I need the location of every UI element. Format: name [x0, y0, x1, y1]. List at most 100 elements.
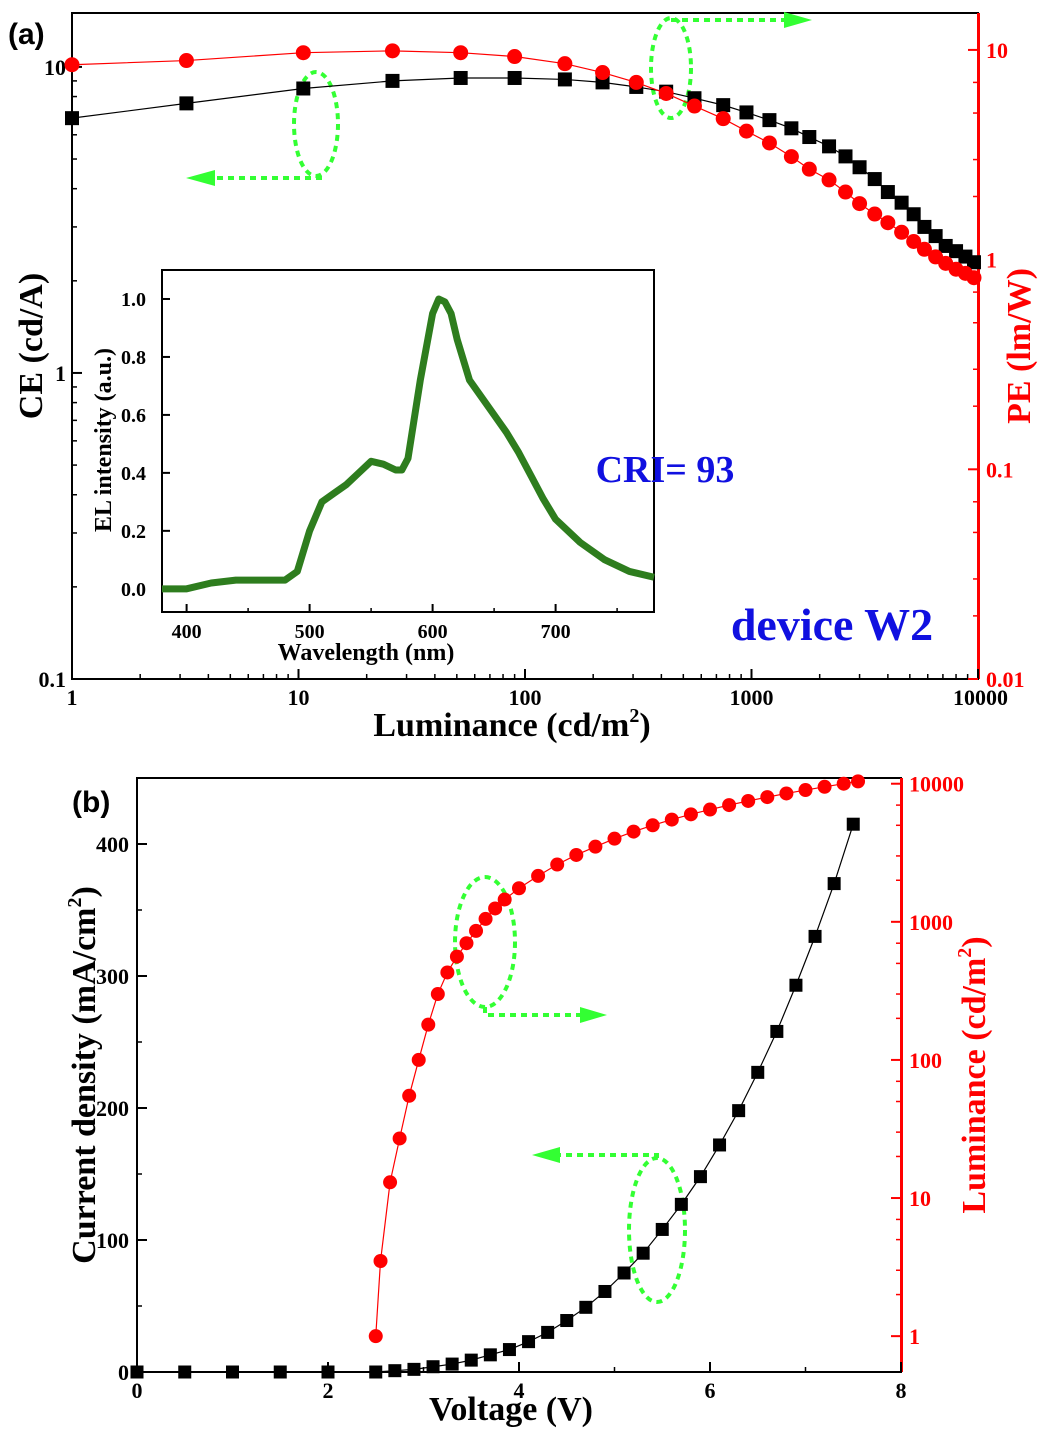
y2-tick-label: 10: [986, 38, 1008, 63]
data-point-luminance: [368, 1329, 383, 1344]
data-point-current-density: [445, 1357, 459, 1371]
data-point-pe: [595, 65, 611, 81]
data-point-ce: [739, 105, 754, 120]
data-point-pe: [178, 53, 194, 69]
inset-x-tick-label: 400: [172, 621, 202, 643]
inset-y-tick-label: 0.8: [121, 347, 146, 369]
data-point-current-density: [522, 1335, 536, 1349]
data-point-pe: [894, 224, 910, 240]
inset-x-tick-label: 600: [418, 621, 448, 643]
data-point-luminance: [402, 1088, 417, 1103]
data-point-current-density: [617, 1266, 631, 1280]
el-spectrum-line: [162, 295, 655, 593]
data-point-ce: [917, 219, 932, 234]
y-tick-label: 200: [96, 1096, 129, 1121]
data-point-current-density: [502, 1343, 516, 1357]
data-point-ce: [880, 185, 895, 200]
data-point-ce: [716, 98, 731, 113]
guide-arrow-line-right: [483, 1007, 580, 1017]
x-axis-label-inset: Wavelength (nm): [278, 640, 455, 666]
data-point-current-density: [483, 1348, 497, 1362]
plot-b-right-axis: [900, 778, 903, 1372]
data-point-current-density: [770, 1024, 784, 1038]
data-point-pe: [867, 206, 883, 222]
data-point-pe: [880, 215, 896, 231]
data-point-ce: [65, 111, 79, 126]
data-point-luminance: [607, 831, 622, 846]
data-point-pe: [852, 196, 868, 212]
y-tick-label: 0.1: [39, 667, 67, 692]
plot-b-frame: [136, 777, 902, 1373]
inset-y-tick-label: 0.2: [121, 521, 146, 543]
data-point-luminance: [569, 847, 584, 862]
y-tick-label: 100: [96, 1228, 129, 1253]
data-point-current-density: [178, 1365, 192, 1379]
data-point-luminance: [836, 776, 851, 791]
inset-x-tick-label: 500: [295, 621, 325, 643]
data-point-ce: [453, 70, 468, 85]
data-point-current-density: [407, 1362, 421, 1376]
data-point-current-density: [846, 817, 860, 831]
y2-tick-label: 1: [909, 1324, 920, 1349]
axis-ticks-inset: 400 500 600 700 0.0 0.2 0.4 0.6 0.8 1.0: [121, 289, 618, 643]
guide-arrowhead-right: [580, 1007, 607, 1023]
data-point-ce: [852, 160, 867, 175]
inset-y-tick-label: 1.0: [121, 289, 146, 311]
guide-annotations-a: [186, 12, 812, 186]
data-point-ce: [557, 72, 572, 87]
data-point-luminance: [741, 793, 756, 808]
data-point-pe: [801, 161, 817, 177]
data-point-ce: [802, 130, 817, 145]
panel-label-b: (b): [72, 786, 110, 819]
data-point-ce: [906, 207, 921, 222]
data-point-ce: [385, 73, 400, 88]
guide-arrowhead-right: [784, 12, 812, 28]
x-tick-label: 100: [509, 685, 542, 710]
guide-annotations-b: [453, 875, 687, 1304]
data-point-luminance: [760, 790, 775, 805]
data-point-luminance: [798, 783, 813, 798]
y2-tick-label: 10: [909, 1186, 931, 1211]
guide-arrowhead-left: [532, 1147, 560, 1163]
series-line-b-1: [375, 780, 859, 1337]
data-point-luminance: [488, 901, 503, 916]
data-point-pe: [507, 49, 523, 65]
data-point-ce: [179, 96, 194, 111]
x-tick-label: 1000: [730, 685, 774, 710]
data-point-current-density: [789, 978, 803, 992]
axis-ticks-b: 0 2 4 6 8 0 100 200 300 400 1 10 100 1000 10000: [96, 772, 964, 1403]
y-axis-label-a: CE (cd/A): [13, 273, 50, 419]
x-tick-label: 10000: [953, 685, 1008, 710]
data-point-pe: [384, 43, 400, 59]
data-point-current-density: [693, 1170, 707, 1184]
series-group-a: [64, 43, 982, 286]
inset-x-tick-label: 700: [541, 621, 571, 643]
y2-tick-label: 0.01: [986, 667, 1025, 692]
data-point-current-density: [808, 929, 822, 943]
series-group-b: [130, 774, 866, 1379]
y2-axis-label-a: PE (lm/W): [1001, 268, 1038, 424]
data-point-luminance: [469, 923, 484, 938]
y-tick-label: 300: [96, 964, 129, 989]
data-point-luminance: [449, 949, 464, 964]
data-point-current-density: [426, 1360, 440, 1374]
data-point-luminance: [645, 818, 660, 833]
data-point-ce: [822, 139, 837, 154]
x-axis-label-b: Voltage (V): [429, 1391, 593, 1428]
x-tick-label: 2: [323, 1378, 334, 1403]
data-point-luminance: [411, 1052, 426, 1067]
data-point-current-density: [732, 1104, 746, 1118]
data-point-pe: [761, 135, 777, 151]
data-point-current-density: [598, 1284, 612, 1298]
data-point-luminance: [664, 812, 679, 827]
data-point-luminance: [421, 1017, 436, 1032]
data-point-luminance: [817, 779, 832, 794]
data-point-current-density: [636, 1246, 650, 1260]
data-point-pe: [916, 241, 932, 257]
data-point-pe: [783, 149, 799, 165]
data-point-ce: [762, 113, 777, 128]
y-tick-label: 400: [96, 832, 129, 857]
data-point-current-density: [579, 1300, 593, 1314]
